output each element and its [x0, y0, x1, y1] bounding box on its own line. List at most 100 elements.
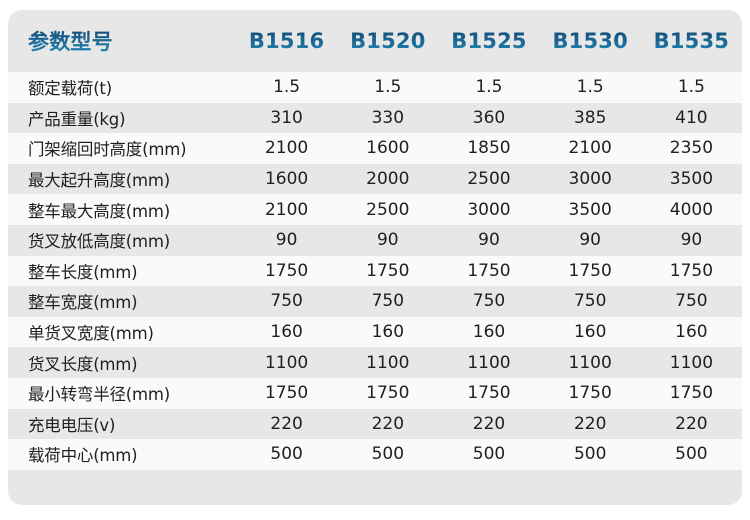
specification-table: 参数型号 B1516 B1520 B1525 B1530 B1535 额定载荷(… — [8, 10, 742, 470]
row-label: 载荷中心(mm) — [8, 439, 237, 470]
row-label: 充电电压(v) — [8, 408, 237, 440]
row-value: 1600 — [236, 163, 338, 195]
row-value: 90 — [640, 224, 742, 256]
row-value: 2350 — [640, 133, 742, 164]
row-value: 220 — [640, 408, 742, 440]
row-label: 整车长度(mm) — [8, 255, 237, 287]
header-cell-model-b1530: B1530 — [540, 10, 641, 72]
row-label: 最大起升高度(mm) — [8, 163, 237, 195]
row-value: 3000 — [438, 194, 540, 225]
row-value: 1750 — [640, 377, 742, 409]
row-value: 1100 — [539, 347, 641, 378]
row-value: 1750 — [438, 255, 540, 287]
row-value: 3000 — [539, 163, 641, 195]
row-value: 2100 — [539, 133, 641, 164]
row-value: 160 — [438, 316, 540, 348]
row-label: 额定载荷(t) — [8, 72, 237, 103]
row-value: 160 — [236, 316, 338, 348]
row-value: 220 — [438, 408, 540, 440]
row-label: 整车宽度(mm) — [8, 286, 237, 317]
row-label: 最小转弯半径(mm) — [8, 377, 237, 409]
table-row: 最大起升高度(mm) 1600 2000 2500 3000 3500 — [8, 163, 742, 195]
row-value: 500 — [236, 439, 338, 470]
row-value: 1850 — [438, 133, 540, 164]
row-value: 220 — [337, 408, 439, 440]
row-label: 货叉长度(mm) — [8, 347, 237, 378]
row-value: 1750 — [438, 377, 540, 409]
row-value: 500 — [539, 439, 641, 470]
row-value: 160 — [337, 316, 439, 348]
row-value: 750 — [236, 286, 338, 317]
table-row: 货叉放低高度(mm) 90 90 90 90 90 — [8, 224, 742, 256]
row-value: 1100 — [236, 347, 338, 378]
row-label: 门架缩回时高度(mm) — [8, 133, 237, 164]
row-value: 4000 — [640, 194, 742, 225]
row-value: 500 — [640, 439, 742, 470]
row-value: 330 — [337, 102, 439, 134]
row-value: 750 — [337, 286, 439, 317]
row-value: 1.5 — [539, 72, 641, 103]
row-value: 220 — [236, 408, 338, 440]
row-value: 90 — [337, 224, 439, 256]
table-row: 载荷中心(mm) 500 500 500 500 500 — [8, 439, 742, 470]
table-header: 参数型号 B1516 B1520 B1525 B1530 B1535 — [8, 10, 742, 72]
table-row: 货叉长度(mm) 1100 1100 1100 1100 1100 — [8, 347, 742, 378]
row-value: 1750 — [640, 255, 742, 287]
row-value: 750 — [640, 286, 742, 317]
specification-card: 参数型号 B1516 B1520 B1525 B1530 B1535 额定载荷(… — [8, 10, 742, 505]
table-row: 整车长度(mm) 1750 1750 1750 1750 1750 — [8, 255, 742, 287]
row-label: 产品重量(kg) — [8, 102, 237, 134]
row-label: 货叉放低高度(mm) — [8, 224, 237, 256]
table-row: 整车宽度(mm) 750 750 750 750 750 — [8, 286, 742, 317]
row-value: 1.5 — [438, 72, 540, 103]
row-value: 3500 — [539, 194, 641, 225]
row-value: 90 — [438, 224, 540, 256]
table-row: 最小转弯半径(mm) 1750 1750 1750 1750 1750 — [8, 377, 742, 409]
table-row: 额定载荷(t) 1.5 1.5 1.5 1.5 1.5 — [8, 72, 742, 103]
header-row: 参数型号 B1516 B1520 B1525 B1530 B1535 — [8, 10, 742, 72]
row-value: 360 — [438, 102, 540, 134]
row-value: 1750 — [539, 377, 641, 409]
row-label: 单货叉宽度(mm) — [8, 316, 237, 348]
row-value: 1750 — [236, 377, 338, 409]
row-value: 1750 — [337, 255, 439, 287]
row-value: 2100 — [236, 194, 338, 225]
row-value: 1100 — [438, 347, 540, 378]
row-value: 750 — [539, 286, 641, 317]
row-value: 500 — [337, 439, 439, 470]
table-body: 额定载荷(t) 1.5 1.5 1.5 1.5 1.5 产品重量(kg) 310 330 360… — [8, 72, 742, 470]
row-value: 1600 — [337, 133, 439, 164]
header-cell-model-b1525: B1525 — [438, 10, 539, 72]
table-row: 门架缩回时高度(mm) 2100 1600 1850 2100 2350 — [8, 133, 742, 164]
table-row: 充电电压(v) 220 220 220 220 220 — [8, 408, 742, 440]
row-label: 整车最大高度(mm) — [8, 194, 237, 225]
header-cell-model-b1520: B1520 — [337, 10, 438, 72]
row-value: 220 — [539, 408, 641, 440]
header-cell-model-b1535: B1535 — [641, 10, 742, 72]
row-value: 1750 — [539, 255, 641, 287]
row-value: 160 — [539, 316, 641, 348]
row-value: 90 — [236, 224, 338, 256]
row-value: 500 — [438, 439, 540, 470]
row-value: 1750 — [236, 255, 338, 287]
row-value: 1750 — [337, 377, 439, 409]
row-value: 750 — [438, 286, 540, 317]
row-value: 410 — [640, 102, 742, 134]
header-cell-model-b1516: B1516 — [236, 10, 337, 72]
row-value: 1.5 — [337, 72, 439, 103]
row-value: 1100 — [640, 347, 742, 378]
row-value: 1.5 — [640, 72, 742, 103]
table-row: 产品重量(kg) 310 330 360 385 410 — [8, 102, 742, 134]
row-value: 1100 — [337, 347, 439, 378]
row-value: 3500 — [640, 163, 742, 195]
row-value: 2000 — [337, 163, 439, 195]
row-value: 385 — [539, 102, 641, 134]
row-value: 2500 — [337, 194, 439, 225]
row-value: 310 — [236, 102, 338, 134]
row-value: 2500 — [438, 163, 540, 195]
table-row: 整车最大高度(mm) 2100 2500 3000 3500 4000 — [8, 194, 742, 225]
row-value: 90 — [539, 224, 641, 256]
row-value: 1.5 — [236, 72, 338, 103]
header-cell-parameter: 参数型号 — [8, 10, 236, 72]
table-row: 单货叉宽度(mm) 160 160 160 160 160 — [8, 316, 742, 348]
